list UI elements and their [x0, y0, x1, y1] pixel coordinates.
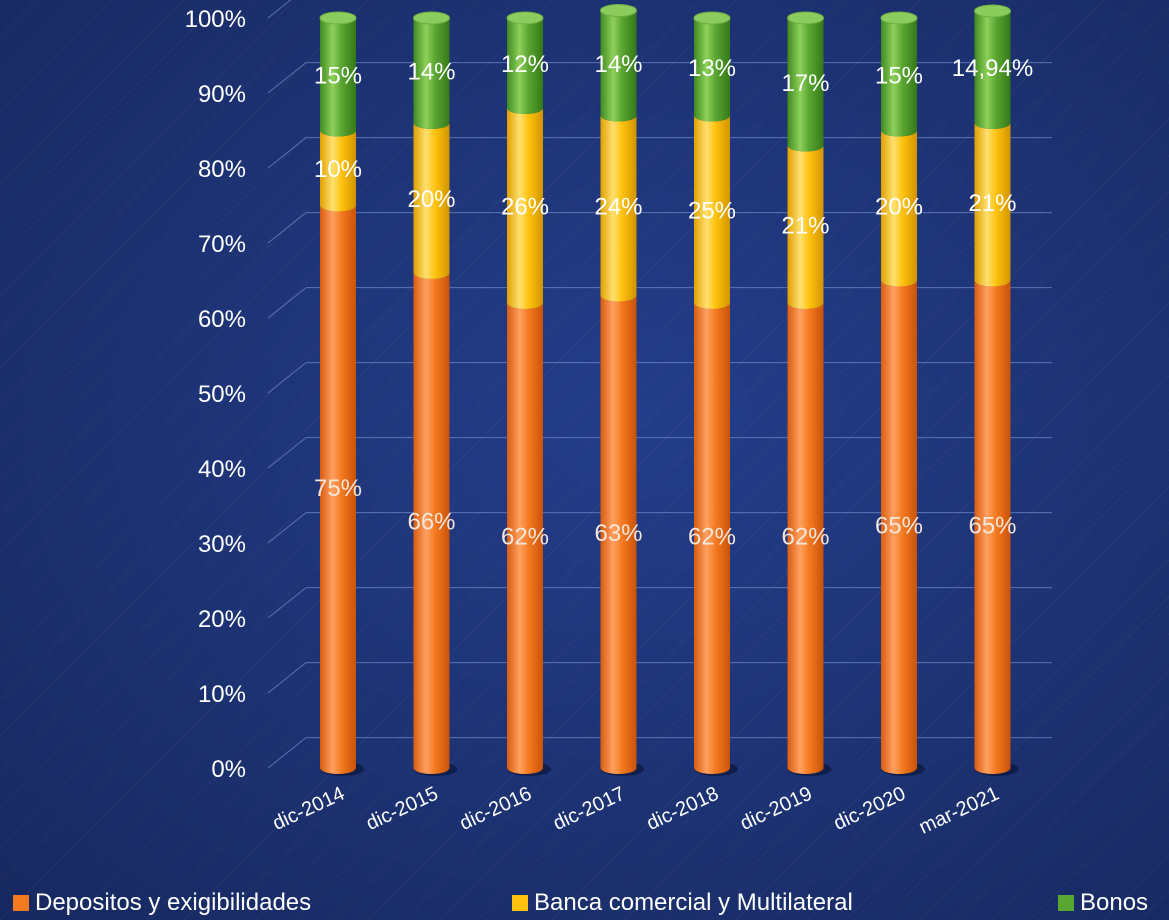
bar-group: [975, 5, 1019, 776]
data-label: 12%: [501, 51, 549, 78]
data-label: 20%: [875, 194, 923, 221]
data-label: 62%: [501, 524, 549, 551]
legend-item-depositos: Depositos y exigibilidades: [13, 889, 311, 917]
x-tick-label: dic-2019: [737, 783, 816, 835]
data-label: 66%: [407, 509, 455, 536]
bar-top-cap: [881, 12, 917, 24]
bar-top-cap: [694, 12, 730, 24]
bar-top-cap: [320, 12, 356, 24]
data-label: 20%: [407, 186, 455, 213]
bar-group: [881, 12, 925, 776]
gridline-depth: [268, 738, 306, 768]
gridline-depth: [268, 663, 306, 693]
legend-item-bonos: Bonos: [1058, 889, 1148, 917]
data-label: 62%: [781, 524, 829, 551]
gridline-depth: [268, 63, 306, 93]
x-tick-label: dic-2016: [456, 783, 535, 835]
x-tick-label: dic-2018: [643, 783, 722, 835]
x-tick-label: dic-2020: [830, 783, 909, 835]
y-tick-label: 90%: [198, 81, 246, 108]
data-label: 25%: [688, 197, 736, 224]
bar-group: [788, 12, 832, 776]
y-tick-label: 70%: [198, 231, 246, 258]
legend: Depositos y exigibilidades Banca comerci…: [0, 889, 1169, 917]
legend-swatch-bonos: [1058, 895, 1074, 911]
y-tick-label: 80%: [198, 156, 246, 183]
data-label: 26%: [501, 194, 549, 221]
gridline-depth: [268, 588, 306, 618]
bar-top-cap: [507, 12, 543, 24]
legend-item-banca: Banca comercial y Multilateral: [512, 889, 853, 917]
gridline-depth: [268, 213, 306, 243]
legend-label-bonos: Bonos: [1080, 889, 1148, 917]
legend-label-banca: Banca comercial y Multilateral: [534, 889, 853, 917]
bar-top-cap: [414, 12, 450, 24]
data-label: 63%: [594, 520, 642, 547]
y-tick-label: 30%: [198, 531, 246, 558]
data-label: 17%: [781, 70, 829, 97]
data-label: 21%: [781, 212, 829, 239]
data-label: 24%: [594, 194, 642, 221]
data-label: 10%: [314, 156, 362, 183]
gridline-depth: [268, 363, 306, 393]
x-tick-label: dic-2017: [550, 783, 629, 835]
bar-top-cap: [601, 5, 637, 17]
data-label: 21%: [968, 190, 1016, 217]
x-axis: dic-2014 dic-2015 dic-2016 dic-2017 dic-2018…: [269, 783, 1002, 839]
bar-top-cap: [788, 12, 824, 24]
data-label: 14,94%: [952, 55, 1033, 82]
stacked-column-chart: 0% 10% 20% 30% 40% 50% 60% 70% 80% 90% 100% 75% 10%…: [0, 0, 1169, 880]
y-tick-label: 20%: [198, 606, 246, 633]
y-tick-label: 40%: [198, 456, 246, 483]
x-tick-label: dic-2015: [363, 783, 442, 835]
gridline-depth: [268, 513, 306, 543]
data-label: 14%: [407, 59, 455, 86]
y-axis: 0% 10% 20% 30% 40% 50% 60% 70% 80% 90% 100%: [185, 6, 246, 783]
bar-group: [507, 12, 551, 776]
gridline-depth: [268, 138, 306, 168]
y-tick-label: 10%: [198, 681, 246, 708]
y-tick-label: 0%: [211, 756, 246, 783]
bar-group: [320, 12, 364, 776]
bar-top-cap: [975, 5, 1011, 17]
y-tick-label: 100%: [185, 6, 246, 33]
bars: [320, 5, 1019, 777]
x-tick-label: dic-2014: [269, 783, 348, 835]
legend-label-depositos: Depositos y exigibilidades: [35, 889, 311, 917]
legend-swatch-banca: [512, 895, 528, 911]
data-label: 62%: [688, 524, 736, 551]
legend-swatch-depositos: [13, 895, 29, 911]
gridlines: [268, 0, 1052, 768]
bar-group: [694, 12, 738, 776]
y-tick-label: 60%: [198, 306, 246, 333]
data-label: 65%: [968, 512, 1016, 539]
gridline-depth: [268, 438, 306, 468]
x-tick-label: mar-2021: [916, 783, 1003, 839]
gridline-depth: [268, 288, 306, 318]
bar-group: [414, 12, 458, 776]
bar-group: [601, 5, 645, 777]
y-tick-label: 50%: [198, 381, 246, 408]
data-label: 15%: [314, 62, 362, 89]
gridline-depth: [268, 0, 306, 18]
data-label: 14%: [594, 51, 642, 78]
data-label: 15%: [875, 62, 923, 89]
data-label: 65%: [875, 512, 923, 539]
data-label: 13%: [688, 55, 736, 82]
data-label: 75%: [314, 475, 362, 502]
